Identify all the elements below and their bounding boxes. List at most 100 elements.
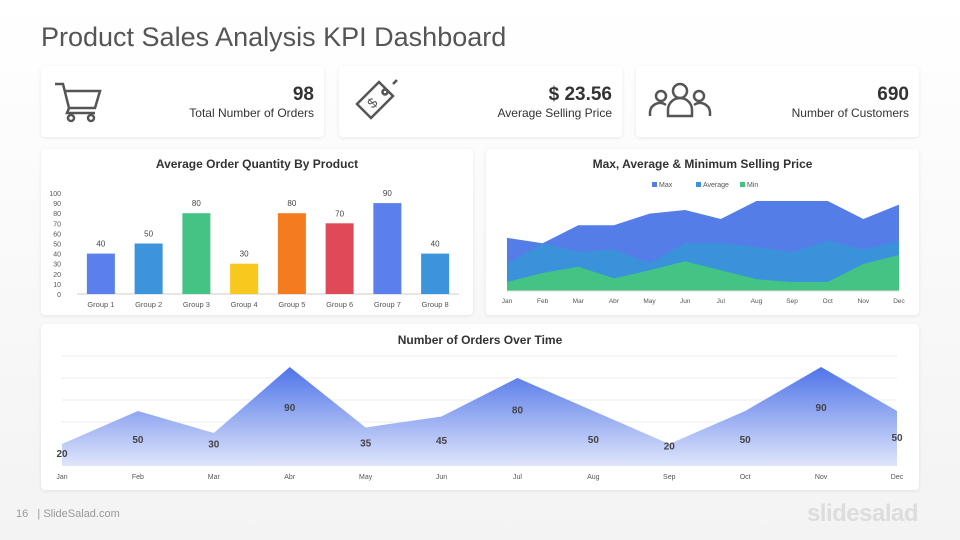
- data-label: 50: [144, 230, 153, 239]
- y-tick-label: 80: [53, 211, 61, 218]
- x-tick-label: Group 4: [231, 300, 258, 309]
- data-label: 50: [740, 435, 752, 446]
- logo: slidesalad: [806, 500, 919, 527]
- page-title: Product Sales Analysis KPI Dashboard: [41, 22, 507, 52]
- x-tick-label: Feb: [537, 298, 549, 305]
- y-tick-label: 90: [53, 201, 61, 208]
- data-label: 40: [431, 240, 440, 249]
- kpi-label: Number of Customers: [791, 106, 909, 120]
- kpi-value: $ 23.56: [548, 84, 612, 105]
- x-tick-label: Abr: [284, 474, 296, 481]
- site-link[interactable]: | SlideSalad.com: [37, 508, 120, 520]
- x-tick-label: Nov: [858, 298, 870, 305]
- bar: [421, 253, 450, 294]
- price-area-chart: Max Average Min Jan Feb Mar Abr May Jun Jul Aug Sep…: [502, 182, 906, 305]
- x-tick-label: Jun: [680, 298, 691, 305]
- legend-label: Min: [747, 182, 758, 189]
- x-tick-label: Oct: [740, 474, 751, 481]
- legend-swatch: [696, 182, 701, 187]
- y-tick-label: 20: [53, 272, 61, 279]
- x-tick-label: Dec: [893, 298, 905, 305]
- x-tick-label: Group 8: [422, 300, 449, 309]
- x-tick-label: Jan: [502, 298, 513, 305]
- page-number: 16: [16, 508, 29, 520]
- x-tick-label: Aug: [587, 474, 600, 481]
- svg-text:$: $: [364, 94, 381, 111]
- data-label: 50: [891, 433, 903, 444]
- x-tick-label: Jul: [717, 298, 726, 305]
- x-tick-label: Nov: [815, 474, 828, 481]
- price-tag-icon: $: [355, 79, 398, 120]
- y-tick-label: 30: [53, 262, 61, 269]
- kpi-value: 98: [292, 84, 314, 105]
- data-label: 90: [284, 403, 296, 414]
- data-label: 80: [192, 199, 201, 208]
- data-label: 20: [56, 449, 68, 460]
- kpi-card-orders: 98 Total Number of Orders: [41, 66, 324, 137]
- x-tick-label: Mar: [573, 298, 585, 305]
- data-label: 20: [664, 442, 676, 453]
- x-tick-label: May: [359, 474, 373, 481]
- bar: [373, 203, 402, 294]
- y-tick-label: 60: [53, 231, 61, 238]
- x-tick-label: Oct: [823, 298, 833, 305]
- bar: [230, 263, 259, 294]
- kpi-value: 690: [877, 84, 909, 105]
- data-label: 30: [240, 250, 249, 259]
- x-tick-label: Group 5: [278, 300, 305, 309]
- x-tick-label: Dec: [891, 474, 904, 481]
- legend-swatch: [740, 182, 745, 187]
- legend-swatch: [652, 182, 657, 187]
- x-tick-label: Group 1: [87, 300, 114, 309]
- bar: [325, 223, 354, 294]
- x-tick-label: Group 7: [374, 300, 401, 309]
- data-label: 30: [208, 439, 220, 450]
- data-label: 90: [816, 403, 828, 414]
- data-label: 90: [383, 189, 392, 198]
- chart-title: Number of Orders Over Time: [397, 333, 563, 347]
- data-label: 80: [512, 405, 524, 416]
- legend-label: Average: [703, 182, 729, 189]
- x-tick-label: Feb: [132, 474, 144, 481]
- users-icon: [648, 82, 712, 118]
- y-tick-label: 0: [57, 292, 61, 299]
- x-tick-label: Group 6: [326, 300, 353, 309]
- x-tick-label: Group 2: [135, 300, 162, 309]
- kpi-label: Average Selling Price: [497, 106, 612, 120]
- y-tick-label: 10: [53, 282, 61, 289]
- x-tick-label: Jan: [56, 474, 67, 481]
- chart-title: Average Order Quantity By Product: [155, 157, 359, 171]
- bar-chart-card: Average Order Quantity By Product 0 10 20 3…: [41, 149, 473, 315]
- x-tick-label: Aug: [751, 298, 763, 305]
- legend-label: Max: [659, 182, 673, 189]
- x-tick-label: Group 3: [183, 300, 210, 309]
- footer: 16 | SlideSalad.com: [16, 508, 120, 520]
- bar: [182, 213, 211, 294]
- y-tick-label: 70: [53, 221, 61, 228]
- chart-title: Max, Average & Minimum Selling Price: [592, 157, 813, 171]
- x-tick-label: May: [643, 298, 656, 305]
- data-label: 35: [360, 438, 372, 449]
- bar: [277, 213, 306, 294]
- data-label: 50: [132, 435, 144, 446]
- data-label: 40: [96, 240, 105, 249]
- bar: [134, 243, 163, 294]
- price-chart-card: Max, Average & Minimum Selling Price Max…: [486, 149, 919, 315]
- kpi-card-price: $ $ 23.56 Average Selling Price: [339, 66, 622, 137]
- x-tick-label: Jun: [436, 474, 447, 481]
- x-tick-label: Mar: [208, 474, 221, 481]
- bar-chart: 0 10 20 30 40 50 60 70 80 90 100 40 Group 1 50 Group 2…: [49, 189, 459, 309]
- y-tick-label: 50: [53, 242, 61, 249]
- data-label: 45: [436, 436, 448, 447]
- shopping-cart-icon: [55, 82, 102, 123]
- data-label: 80: [287, 199, 296, 208]
- area-series-min: [507, 255, 899, 291]
- orders-area: [62, 367, 897, 466]
- bar: [86, 253, 115, 294]
- x-tick-label: Abr: [609, 298, 620, 305]
- data-label: 50: [588, 435, 600, 446]
- y-tick-label: 100: [49, 191, 61, 198]
- x-tick-label: Sep: [663, 474, 676, 481]
- x-tick-label: Sep: [786, 298, 798, 305]
- kpi-label: Total Number of Orders: [189, 106, 314, 120]
